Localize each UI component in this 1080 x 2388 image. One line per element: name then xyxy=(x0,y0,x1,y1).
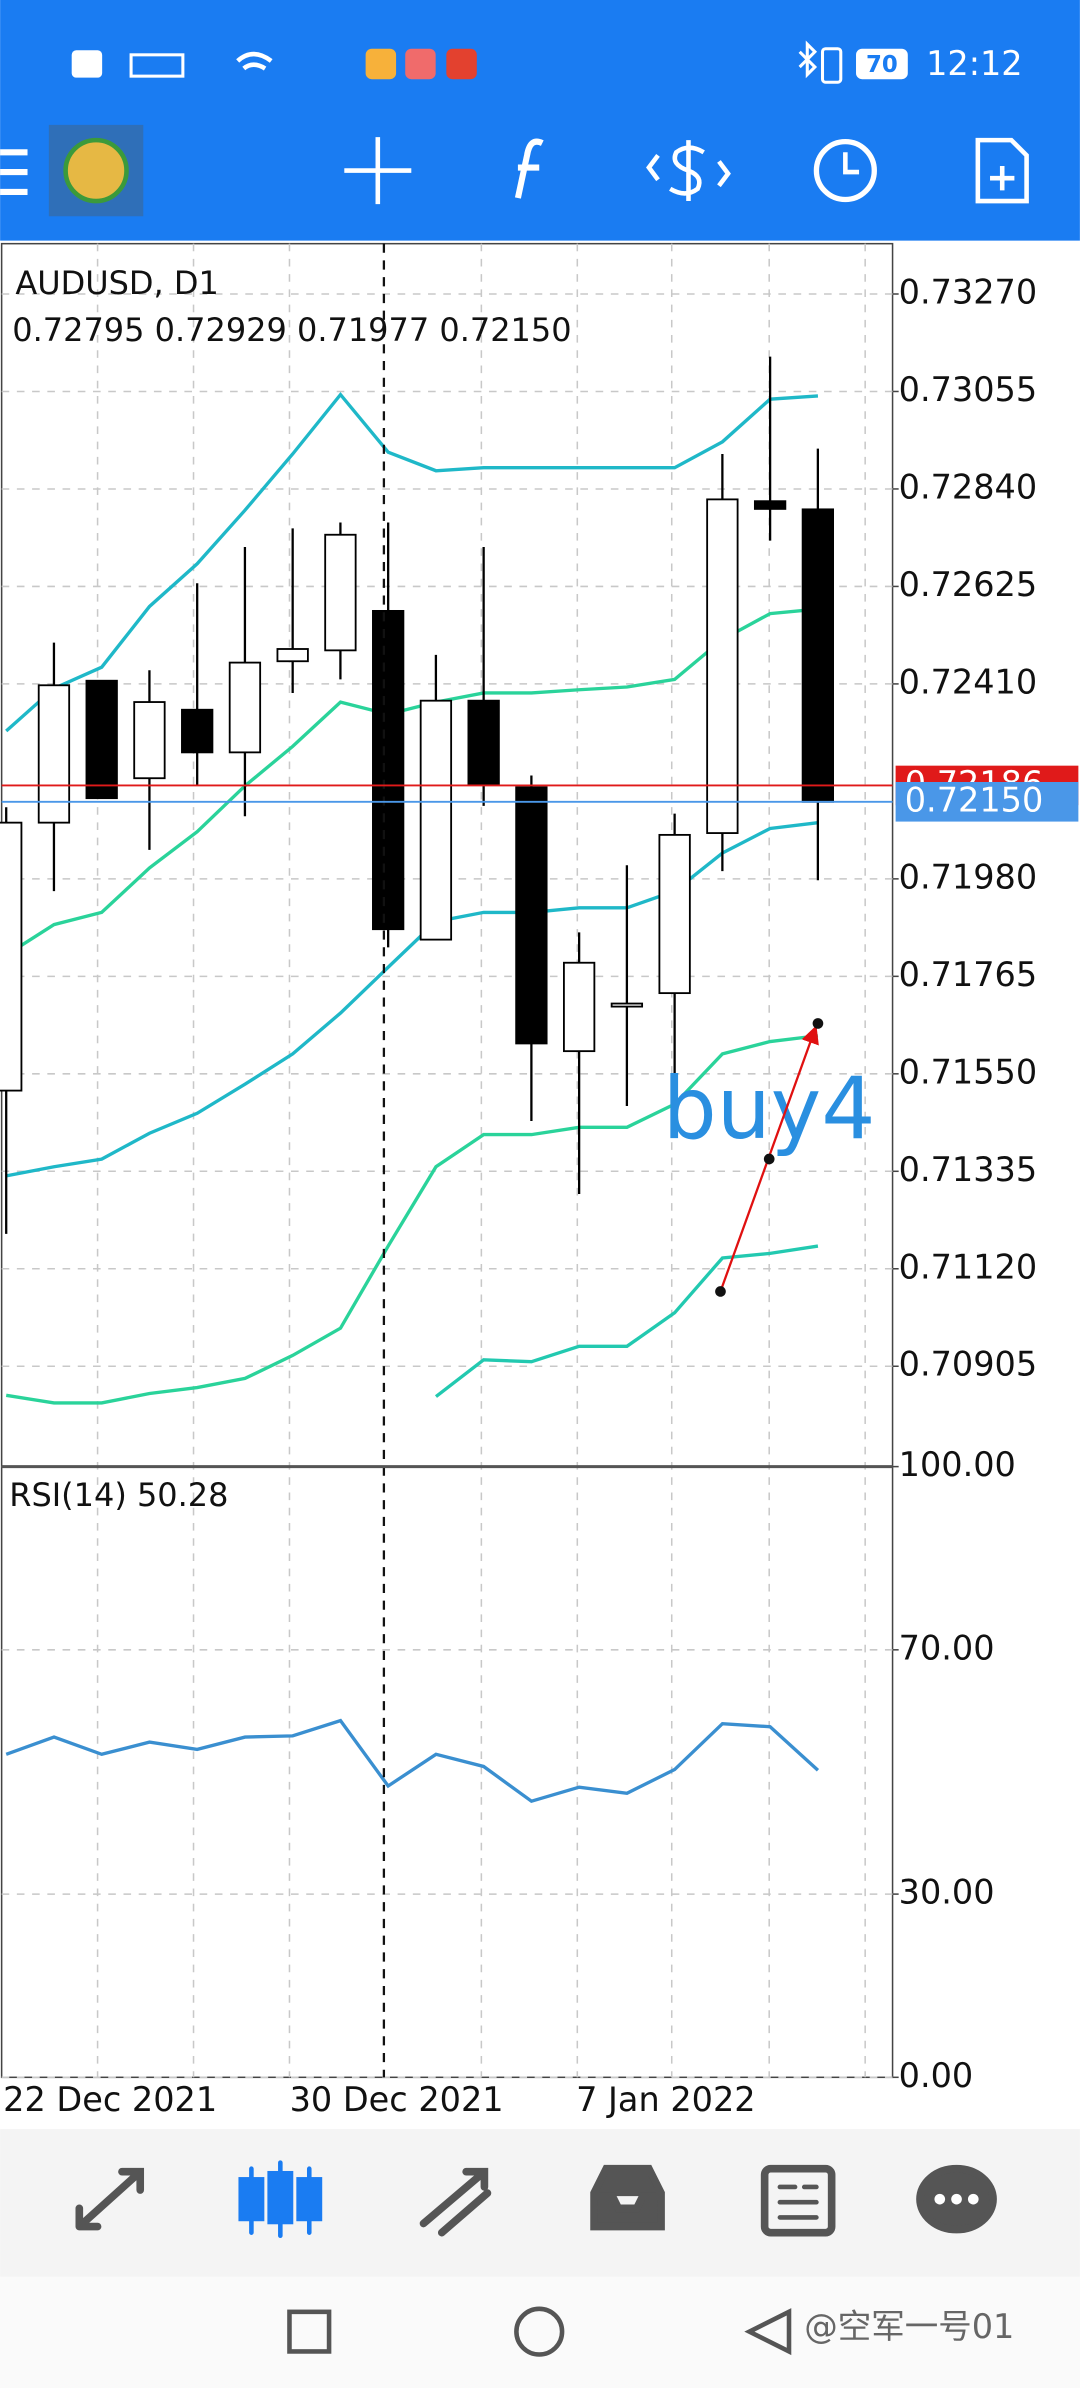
news-lines xyxy=(777,2184,819,2220)
arrow-point xyxy=(812,1018,824,1029)
menu-button[interactable] xyxy=(0,149,28,195)
y-tick-label: 0.71550 xyxy=(899,1052,1038,1091)
hd-icon xyxy=(71,50,103,78)
y-tick-label: 0.72625 xyxy=(899,565,1038,604)
dot xyxy=(934,2193,946,2205)
candle-body xyxy=(228,661,262,754)
y-tick-label: 30.00 xyxy=(899,1873,995,1912)
plot xyxy=(0,293,893,2079)
y-tick-label: 0.71765 xyxy=(899,955,1038,994)
trade-tab[interactable] xyxy=(419,2167,492,2237)
app-icon xyxy=(405,48,436,80)
candle-body xyxy=(801,508,835,803)
battery-level: 70 xyxy=(866,52,898,78)
app-icon xyxy=(446,48,477,80)
template-button[interactable] xyxy=(975,137,1029,204)
dot xyxy=(967,2193,979,2205)
chart-tab-candle xyxy=(238,2177,265,2222)
back-button[interactable] xyxy=(744,2308,792,2356)
app-logo-mark xyxy=(63,137,129,204)
dot xyxy=(951,2193,962,2205)
chart-title: AUDUSD, D1 xyxy=(15,264,218,302)
candle-body xyxy=(276,648,309,663)
y-tick-label: 0.71120 xyxy=(899,1247,1038,1286)
y-tick-label: 0.71335 xyxy=(899,1150,1038,1189)
candle-body xyxy=(753,500,787,510)
arrow-point xyxy=(715,1286,726,1297)
history-tab[interactable] xyxy=(590,2164,665,2231)
candle-body xyxy=(372,609,405,931)
line-series xyxy=(5,1718,820,1804)
line-series xyxy=(434,1244,819,1398)
candle-body xyxy=(515,786,548,1045)
price-label-box xyxy=(895,781,1079,822)
y-tick-label: 0.72840 xyxy=(899,467,1038,506)
ohlc-readout: 0.72795 0.72929 0.71977 0.72150 xyxy=(12,311,571,349)
trade-button[interactable] xyxy=(646,140,731,202)
arrow-point xyxy=(763,1153,775,1165)
candle-body xyxy=(0,821,23,1092)
y-tick-label: 0.71980 xyxy=(899,857,1038,896)
quotes-tab[interactable] xyxy=(75,2167,145,2231)
candle-body xyxy=(181,708,214,754)
candle-body xyxy=(85,679,118,800)
home-button[interactable] xyxy=(514,2306,565,2357)
candle-body xyxy=(658,833,691,995)
candle-body xyxy=(37,684,71,824)
signal-icon xyxy=(129,53,185,78)
timeframe-button[interactable] xyxy=(813,138,877,203)
candle-body xyxy=(610,1002,644,1008)
indicators-button[interactable] xyxy=(514,138,544,199)
x-tick-label: 30 Dec 2021 xyxy=(290,2080,504,2119)
line-series xyxy=(5,391,819,733)
news-tab[interactable] xyxy=(760,2164,836,2237)
clock-hands xyxy=(843,152,860,175)
annotation-text: buy4 xyxy=(663,1060,876,1159)
y-tick-label: 100.00 xyxy=(899,1445,1016,1484)
price-label: 0.72150 xyxy=(905,780,1044,819)
system-nav xyxy=(0,2276,1080,2388)
y-tick-label: 70.00 xyxy=(899,1628,995,1667)
y-tick-label: 0.70905 xyxy=(899,1345,1038,1384)
y-tick-label: 0.73055 xyxy=(899,370,1038,409)
y-tick-label: 0.72410 xyxy=(899,662,1038,701)
candle-body xyxy=(133,701,166,780)
clock: 12:12 xyxy=(926,44,1023,83)
candle-body xyxy=(467,699,500,786)
bluetooth-icon xyxy=(798,40,818,79)
crosshair-button[interactable] xyxy=(344,137,412,205)
chart-tab-candle xyxy=(267,2170,294,2225)
battery xyxy=(856,48,908,80)
line-series xyxy=(5,1034,819,1405)
app-bar xyxy=(0,0,1080,241)
tab-bar xyxy=(0,2129,1080,2277)
chart-tab[interactable] xyxy=(238,2160,323,2238)
app-icon xyxy=(365,48,397,80)
y-tick-label: 0.00 xyxy=(899,2056,974,2095)
watermark: @空军一号01 xyxy=(804,2307,1014,2346)
chart-tab-candle xyxy=(296,2177,323,2222)
toolbar xyxy=(0,124,1029,217)
wifi-icon xyxy=(236,51,273,71)
x-tick-label: 7 Jan 2022 xyxy=(576,2080,756,2119)
candle-body xyxy=(419,699,453,941)
candle-body xyxy=(562,961,596,1053)
vibrate-icon xyxy=(820,47,843,84)
candle-body xyxy=(324,533,357,652)
x-tick-label: 22 Dec 2021 xyxy=(3,2080,217,2119)
chat-dots xyxy=(934,2193,979,2205)
status-icons xyxy=(71,40,908,84)
recents-button[interactable] xyxy=(287,2309,332,2354)
y-tick-label: 0.73270 xyxy=(899,272,1038,311)
line-series xyxy=(5,607,819,957)
rsi-title: RSI(14) 50.28 xyxy=(9,1476,228,1514)
candle-body xyxy=(706,498,739,834)
